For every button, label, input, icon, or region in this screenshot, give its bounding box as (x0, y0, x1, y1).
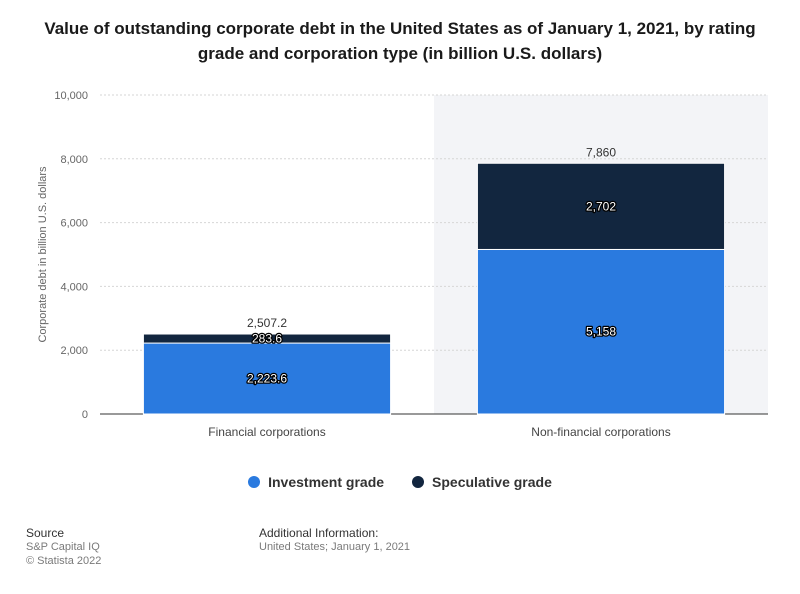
additional-info-line: United States; January 1, 2021 (259, 541, 411, 553)
legend-item-speculative[interactable]: Speculative grade (412, 474, 552, 490)
legend-label-investment: Investment grade (268, 474, 385, 490)
chart-legend: Investment grade Speculative grade (0, 474, 800, 490)
x-tick-label: Non-financial corporations (531, 425, 670, 439)
y-tick-label: 6,000 (60, 218, 88, 230)
bar-investment (142, 342, 392, 415)
y-tick-label: 8,000 (60, 154, 88, 166)
additional-info-heading: Additional Information: (259, 526, 379, 540)
source-block: Source S&P Capital IQ © Statista 2022 (26, 526, 101, 568)
y-axis-title: Corporate debt in billion U.S. dollars (37, 166, 49, 343)
y-tick-label: 10,000 (54, 90, 88, 102)
data-label: 5,158 (586, 325, 616, 339)
legend-swatch-speculative (412, 476, 425, 488)
data-label: 283.6 (252, 332, 282, 346)
legend-swatch-investment (248, 476, 261, 488)
total-label: 7,860 (586, 145, 616, 159)
y-tick-label: 2,000 (60, 345, 88, 357)
bar-speculative (142, 333, 392, 344)
source-heading: Source (26, 526, 65, 540)
y-tick-label: 4,000 (60, 281, 88, 293)
legend-item-investment[interactable]: Investment grade (248, 474, 384, 490)
x-tick-label: Financial corporations (208, 425, 325, 439)
source-line[interactable]: S&P Capital IQ (26, 541, 100, 553)
bar-speculative (476, 162, 726, 250)
total-label: 2,507.2 (247, 316, 287, 330)
chart-title: Value of outstanding corporate debt in t… (44, 19, 756, 63)
legend-label-speculative: Speculative grade (432, 474, 552, 490)
y-tick-label: 0 (82, 409, 88, 421)
copyright-line: © Statista 2022 (26, 555, 102, 567)
data-label: 2,702 (586, 199, 616, 213)
additional-info-block: Additional Information: United States; J… (259, 526, 410, 554)
bar-investment (476, 248, 726, 415)
data-label: 2,223.6 (247, 372, 287, 386)
